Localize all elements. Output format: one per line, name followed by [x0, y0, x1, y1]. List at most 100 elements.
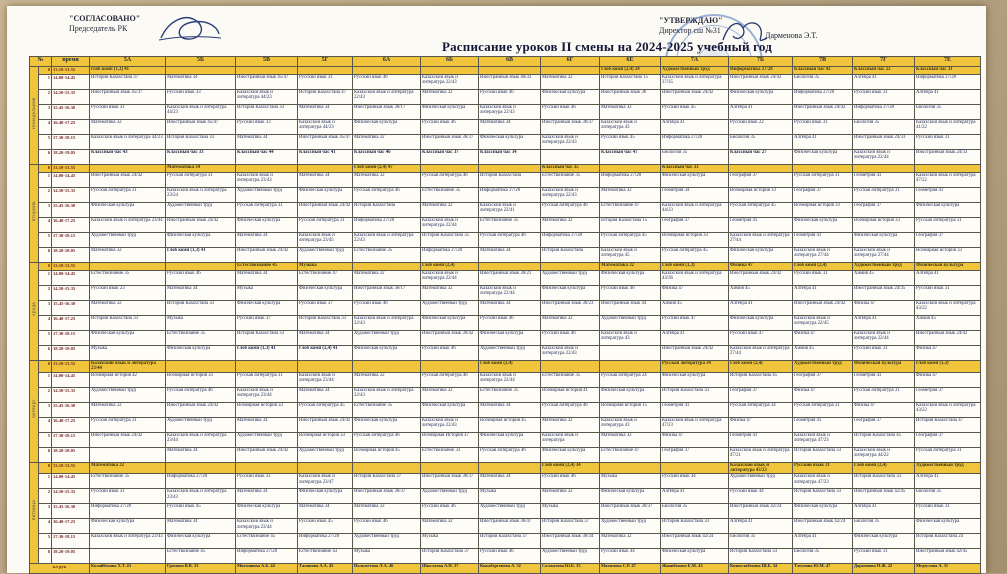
lesson-cell: Художественный труд: [914, 461, 981, 475]
lesson-cell: Казахский язык и литература 22/43: [352, 89, 421, 105]
lesson-number: 3: [38, 401, 52, 418]
lesson-cell: [728, 164, 793, 173]
lesson-cell: Физическая культура: [728, 247, 793, 263]
lesson-number: 2: [38, 187, 52, 203]
lesson-cell: Иностранный язык 45/47: [235, 74, 298, 90]
lesson-cell: Иностранный язык 36/21: [478, 270, 541, 286]
lesson-cell: Русский язык 46: [352, 518, 421, 535]
lesson-cell: Иностранный язык 24/42: [89, 172, 166, 188]
lesson-cell: Русская литература 31: [297, 217, 353, 233]
lesson-cell: Информатика 27/28: [165, 473, 236, 490]
lesson-cell: Физическая культура: [478, 134, 541, 150]
teacher-name: Тлеунова Ю.М. 47: [792, 563, 853, 574]
lesson-row: 5 17.30-18.15 Казахский язык и литература …: [30, 134, 981, 150]
lesson-cell: Физическая культура: [297, 488, 353, 505]
lesson-cell: Всемирная история 33: [235, 401, 298, 418]
lesson-cell: Классный час 33: [165, 149, 236, 165]
lesson-row: 2 14.50-15.35 Художественный труд Русская л…: [30, 386, 981, 403]
lesson-cell: [660, 461, 729, 475]
lesson-time: 17.30-18.15: [51, 533, 90, 550]
lesson-cell: Биология 35: [792, 74, 853, 90]
lesson-cell: Глоб комп (2,4): [792, 262, 853, 271]
lesson-cell: Информатика 27/28: [852, 104, 915, 120]
lesson-time: 16.40-17.25: [51, 518, 90, 535]
lesson-cell: Художественный труд: [599, 315, 661, 331]
lesson-cell: Казахский язык и литература 23/43: [89, 533, 166, 550]
lesson-cell: Иностранный язык 36: [599, 89, 661, 105]
lesson-row: 6 18.20-19.05 Математика 34 Иностранный язы…: [30, 446, 981, 463]
lesson-cell: Иностранный язык 40/33: [478, 74, 541, 90]
lesson-cell: История Казахстана 33: [235, 104, 298, 120]
lesson-cell: Математика 34: [235, 232, 298, 248]
lesson-cell: Классный час 37: [420, 149, 479, 165]
lesson-number: 2: [38, 89, 52, 105]
lesson-cell: Физика 47: [660, 285, 729, 301]
lesson-cell: Иностранный язык 24/42: [792, 104, 853, 120]
lesson-cell: Русский язык 31: [89, 488, 166, 505]
lesson-cell: Русский язык 31: [852, 548, 915, 565]
lesson-cell: История Казахстана 33: [728, 548, 793, 565]
day-label: вторник: [29, 164, 39, 263]
lesson-cell: Биология 35: [660, 503, 729, 520]
lesson-row: 5 17.30-18.15 Художественный труд Физическа…: [30, 232, 981, 248]
lesson-cell: Геометрия 41: [728, 431, 793, 448]
lesson-cell: Казахский язык и литература 47/23: [792, 431, 853, 448]
lesson-cell: Художественный труд: [478, 345, 541, 361]
lesson-time: 14.00-14.45: [51, 270, 90, 286]
lesson-time: 18.20-19.05: [51, 247, 90, 263]
lesson-cell: Глоб комп (1,3): [660, 262, 729, 271]
lesson-cell: Всемирная история 42: [89, 371, 166, 388]
lesson-cell: Физическая культура: [165, 533, 236, 550]
lesson-cell: Художественный труд: [728, 473, 793, 490]
class-column-header: 7А: [660, 56, 729, 67]
lesson-row: вторник 0 13.10-13.55 Математика 34 Глоб ком…: [29, 164, 981, 263]
lesson-cell: Физическая культура: [352, 119, 421, 135]
lesson-cell: Иностранный язык 24/42: [660, 345, 729, 361]
lesson-cell: География 37: [728, 386, 793, 403]
lesson-cell: Иностранный язык 36/34: [540, 533, 600, 550]
lesson-cell: Иностранный язык 36/37: [420, 134, 479, 150]
lesson-cell: Физическая культура: [728, 89, 793, 105]
lesson-time: 17.30-18.15: [51, 134, 90, 150]
lesson-cell: Иностранный язык 24/42: [728, 270, 793, 286]
lesson-time: 15.45-16.30: [51, 202, 90, 218]
lesson-cell: Математика 32: [89, 300, 166, 316]
lesson-cell: Физическая культура: [599, 270, 661, 286]
lesson-cell: Физическая культура: [165, 345, 236, 361]
lesson-cell: Алгебра 41: [728, 104, 793, 120]
lesson-cell: Биология 35: [914, 104, 981, 120]
lesson-cell: Казахский язык и литература 43/36: [660, 270, 729, 286]
lesson-cell: Художественный труд: [852, 262, 915, 271]
lesson-cell: Казахский язык и литература 23/24: [165, 187, 236, 203]
lesson-cell: Химия 45: [660, 300, 729, 316]
lesson-cell: [352, 461, 421, 475]
lesson-row: 5 17.30-18.15 Физическая культура Естествоз…: [30, 330, 981, 346]
lesson-cell: Иностранный язык 24/35: [852, 285, 915, 301]
lesson-cell: Русский язык 31: [297, 74, 353, 90]
lesson-cell: Казахский язык и литература 22/44: [420, 270, 479, 286]
lesson-cell: Художественный труд: [420, 488, 479, 505]
lesson-cell: Казахский язык и литература 23/44: [297, 371, 353, 388]
lesson-cell: Казахский язык и литература 37/35: [660, 74, 729, 90]
lesson-cell: Физическая культура: [792, 149, 853, 165]
lesson-number: 3: [38, 104, 52, 120]
lesson-cell: Иностранный язык 24/33: [852, 134, 915, 150]
lesson-cell: Казахский язык и литература 22/44: [852, 149, 915, 165]
lesson-cell: Художественный труд: [660, 66, 729, 75]
lesson-cell: Всемирная история 33: [728, 187, 793, 203]
lesson-cell: Биология 35: [660, 149, 729, 165]
lesson-cell: Русская литература 24: [599, 371, 661, 388]
lesson-cell: Художественный труд: [420, 300, 479, 316]
lesson-cell: Русская литература 31: [89, 416, 166, 433]
lesson-cell: Физическая культура: [914, 262, 981, 271]
lesson-cell: История Казахстана 37: [420, 548, 479, 565]
lesson-cell: История Казахстана 33: [165, 134, 236, 150]
lesson-cell: Всемирная история 45: [478, 416, 541, 433]
lesson-cell: Химия 45: [728, 285, 793, 301]
teacher-name: Нальметова Л.А. 46: [352, 563, 421, 574]
lesson-cell: Естествознание 35: [89, 473, 166, 490]
lesson-cell: Естествознание 47: [599, 446, 661, 463]
lesson-number: 1: [38, 74, 52, 90]
lesson-cell: Казахский язык и литература: [540, 431, 600, 448]
lesson-cell: Физическая культура: [420, 401, 479, 418]
